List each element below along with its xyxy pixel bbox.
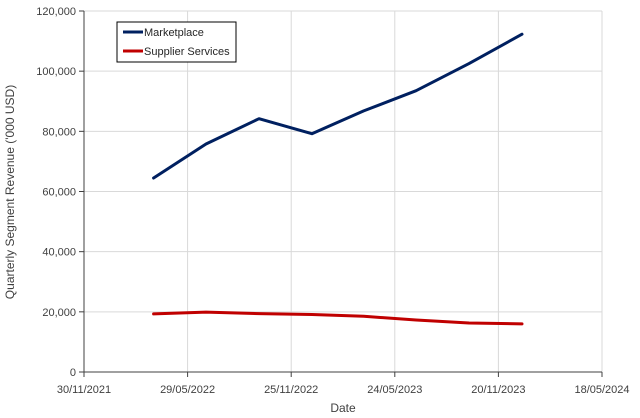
- legend-label-supplier-services: Supplier Services: [144, 46, 230, 58]
- legend: Marketplace Supplier Services: [116, 21, 237, 63]
- legend-label-marketplace: Marketplace: [144, 27, 204, 39]
- x-tick-label: 20/11/2023: [471, 384, 525, 396]
- y-axis-ticks: 0 20,000 40,000 60,000 80,000 100,000 120,000: [36, 6, 84, 379]
- x-tick-label: 24/05/2023: [367, 384, 422, 396]
- y-tick-label: 40,000: [42, 247, 76, 259]
- y-axis-title: Quarterly Segment Revenue ('000 USD): [3, 85, 17, 299]
- series-line-marketplace: [152, 32, 524, 180]
- y-tick-label: 20,000: [42, 307, 76, 319]
- x-tick-label: 30/11/2021: [57, 384, 111, 396]
- y-tick-label: 100,000: [36, 66, 76, 78]
- legend-box: [116, 21, 237, 63]
- x-tick-label: 18/05/2024: [574, 384, 629, 396]
- x-tick-label: 25/11/2022: [264, 384, 318, 396]
- series-lines: [152, 32, 524, 326]
- x-tick-label: 29/05/2022: [160, 384, 215, 396]
- y-tick-label: 80,000: [42, 126, 76, 138]
- y-tick-label: 60,000: [42, 187, 76, 199]
- gridlines: [84, 10, 603, 372]
- x-axis-title: Date: [330, 401, 356, 415]
- y-tick-label: 0: [70, 367, 76, 379]
- series-line-supplier-services: [152, 310, 524, 326]
- x-axis-ticks: 30/11/2021 29/05/2022 25/11/2022 24/05/2023…: [57, 372, 630, 396]
- y-tick-label: 120,000: [36, 6, 76, 18]
